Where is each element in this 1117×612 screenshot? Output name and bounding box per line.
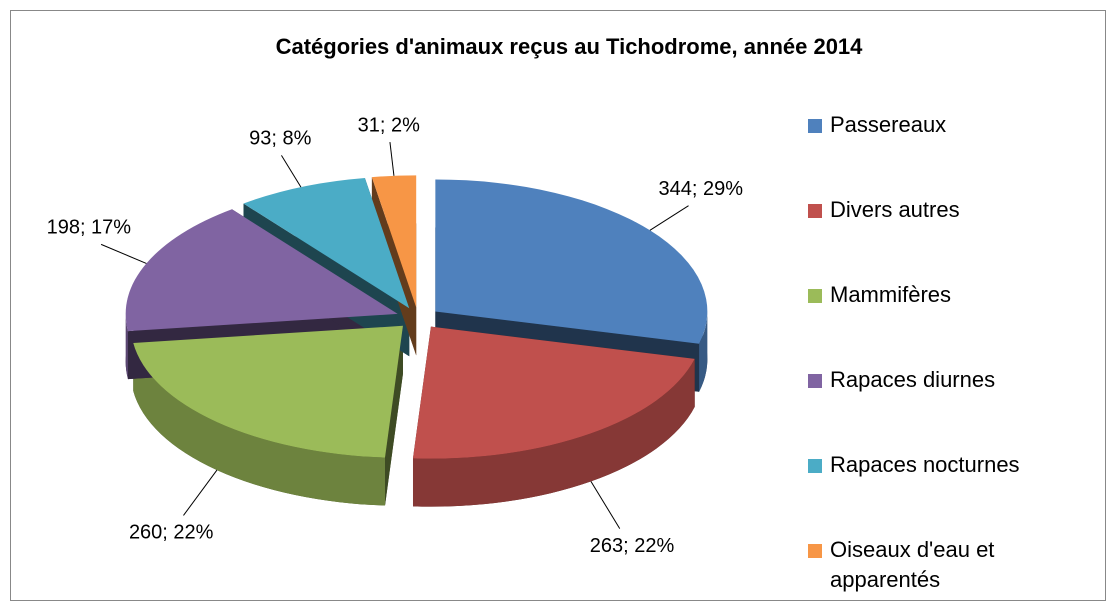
slice: [412, 326, 695, 459]
legend-label: Oiseaux d'eau et apparentés: [830, 537, 995, 592]
chart-title: Catégories d'animaux reçus au Tichodrome…: [276, 34, 864, 59]
legend-swatch: [808, 204, 822, 218]
data-label: 263; 22%: [590, 535, 675, 557]
legend-swatch: [808, 289, 822, 303]
legend-swatch: [808, 544, 822, 558]
legend-label: Rapaces diurnes: [830, 367, 996, 392]
slice: [243, 177, 410, 309]
legend-swatch: [808, 459, 822, 473]
leader-line: [389, 142, 395, 176]
slice-outer-wall: [125, 313, 128, 380]
slice: [133, 325, 403, 458]
legend-swatch: [808, 374, 822, 388]
slice: [371, 175, 417, 308]
data-label: 93; 8%: [249, 128, 311, 150]
data-label: 260; 22%: [129, 522, 214, 544]
slice-outer-wall: [412, 358, 695, 507]
slice: [125, 209, 398, 332]
leader-line: [649, 205, 689, 231]
legend-swatch: [808, 119, 822, 133]
leader-line: [590, 481, 621, 529]
legend-label: Divers autres: [830, 197, 960, 222]
leader-line: [100, 243, 147, 264]
legend-label: Passereaux: [830, 112, 947, 137]
data-label: 344; 29%: [659, 178, 744, 200]
slice-outer-wall: [699, 311, 708, 392]
legend-label: Mammifères: [830, 282, 952, 307]
leader-line: [183, 469, 218, 516]
data-label: 31; 2%: [358, 114, 420, 136]
legend-label: Rapaces nocturnes: [830, 452, 1020, 477]
leader-line: [281, 155, 302, 188]
data-label: 198; 17%: [47, 217, 132, 239]
slice-outer-wall: [133, 343, 386, 506]
slice: [435, 179, 708, 344]
